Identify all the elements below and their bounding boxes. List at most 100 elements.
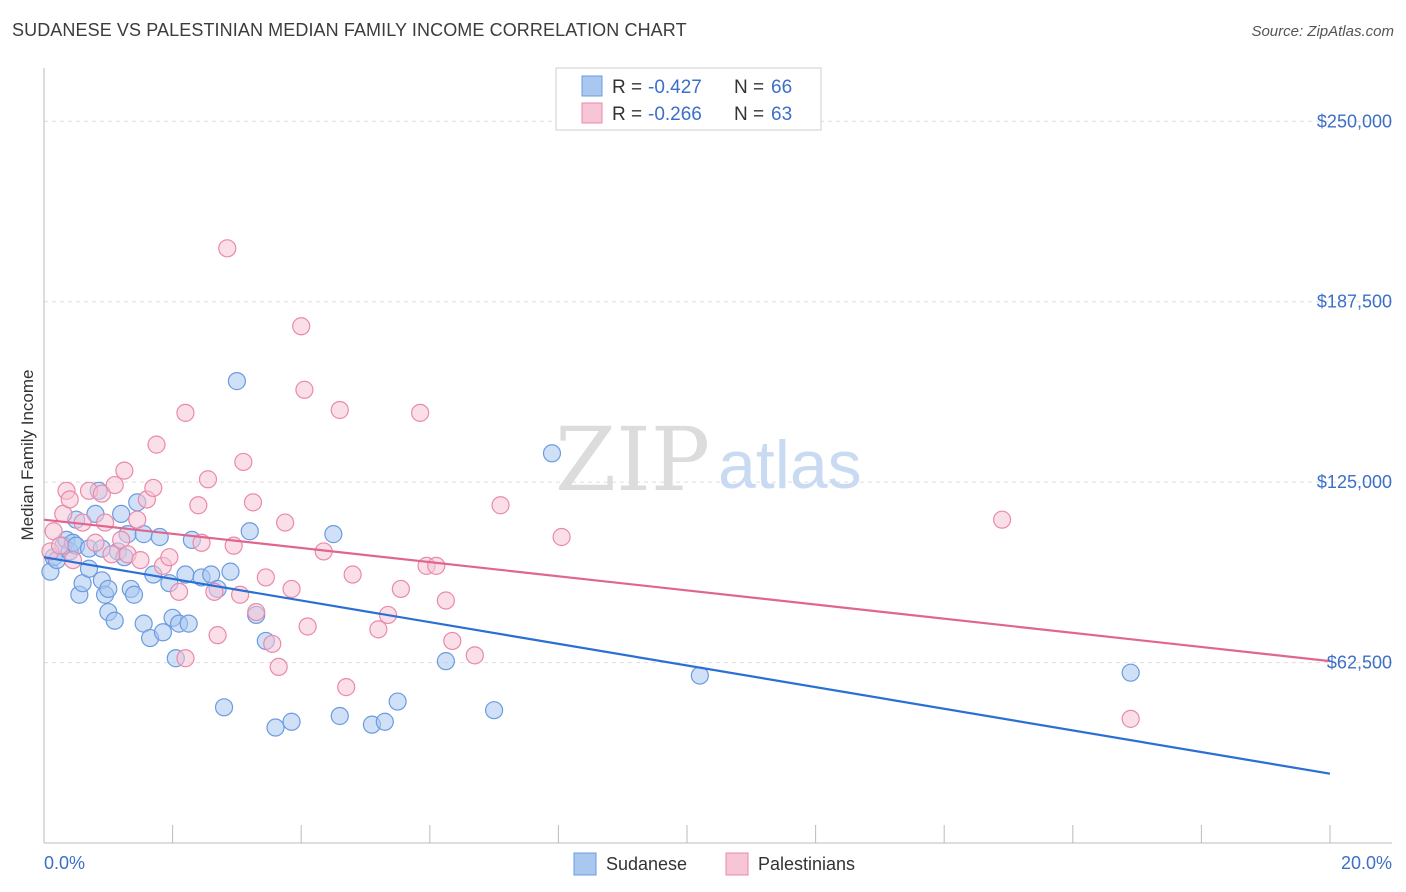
point-palestinians-18: [131, 550, 150, 570]
watermark: ZIP atlas: [555, 408, 862, 511]
y-tick-label-0: $62,500: [1327, 653, 1392, 673]
point-palestinians-17: [128, 510, 147, 529]
point-palestinians-39: [263, 634, 282, 653]
point-palestinians-49: [343, 565, 362, 584]
axes: [43, 68, 1392, 844]
point-palestinians-48: [337, 678, 356, 697]
point-palestinians-40: [269, 657, 288, 677]
point-sudanese-18: [99, 579, 118, 599]
point-palestinians-43: [292, 317, 311, 336]
point-palestinians-57: [443, 631, 462, 651]
point-palestinians-42: [282, 579, 301, 599]
y-tick-label-3: $250,000: [1317, 111, 1392, 131]
point-palestinians-10: [92, 484, 111, 503]
point-sudanese-55: [375, 712, 394, 731]
legend-r-value-palestinians: -0.266: [648, 104, 702, 125]
legend-r-value-sudanese: -0.427: [648, 77, 702, 98]
point-palestinians-52: [391, 579, 410, 599]
bottom-legend-swatch-sudanese: [573, 852, 597, 876]
point-sudanese-50: [266, 718, 285, 737]
point-palestinians-20: [144, 478, 163, 498]
point-palestinians-29: [198, 470, 218, 489]
legend-swatch-palestinians: [581, 102, 603, 124]
gridlines: [44, 120, 1392, 664]
point-palestinians-35: [234, 452, 253, 472]
point-sudanese-59: [542, 444, 562, 463]
point-palestinians-32: [218, 239, 237, 258]
point-sudanese-57: [436, 652, 455, 671]
legend-n-label-palestinians: N =: [734, 104, 764, 125]
point-palestinians-36: [243, 493, 263, 512]
legend-swatch-sudanese: [581, 75, 603, 97]
point-sudanese-33: [153, 623, 173, 642]
correlation-legend: R = -0.427 N = 66 R = -0.266 N = 63: [555, 67, 822, 131]
legend-n-value-palestinians: 63: [771, 104, 792, 125]
chart-source: Source: ZipAtlas.com: [1251, 23, 1394, 40]
point-palestinians-41: [276, 513, 295, 532]
point-palestinians-15: [115, 461, 134, 480]
y-axis-title: Median Family Income: [18, 369, 37, 540]
point-palestinians-24: [169, 582, 189, 601]
point-palestinians-60: [552, 527, 571, 547]
point-sudanese-51: [282, 712, 301, 731]
point-palestinians-38: [256, 568, 275, 587]
bottom-legend-label-sudanese: Sudanese: [606, 854, 687, 874]
point-palestinians-62: [1121, 709, 1140, 728]
point-sudanese-26: [124, 585, 144, 604]
legend-r-label-sudanese: R =: [612, 77, 642, 98]
point-palestinians-23: [160, 548, 179, 567]
point-sudanese-58: [485, 701, 504, 720]
point-palestinians-44: [295, 380, 314, 399]
point-palestinians-56: [436, 591, 455, 610]
x-tick-labels: 0.0% 20.0%: [44, 853, 1392, 873]
point-sudanese-45: [221, 562, 240, 581]
bottom-legend-label-palestinians: Palestinians: [758, 854, 855, 874]
point-palestinians-11: [95, 513, 115, 532]
point-palestinians-53: [411, 403, 430, 422]
point-palestinians-45: [298, 617, 317, 636]
point-sudanese-53: [330, 706, 349, 726]
point-palestinians-47: [330, 400, 349, 420]
series-legend: Sudanese Palestinians: [573, 852, 855, 876]
point-palestinians-31: [208, 626, 227, 645]
watermark-zip: ZIP: [555, 408, 710, 511]
legend-r-label-palestinians: R =: [612, 104, 642, 125]
point-palestinians-58: [465, 646, 484, 665]
y-tick-label-1: $125,000: [1317, 472, 1392, 492]
point-palestinians-12: [102, 545, 121, 564]
y-tick-label-2: $187,500: [1317, 292, 1392, 312]
point-palestinians-27: [189, 496, 208, 515]
legend-n-value-sudanese: 66: [771, 77, 792, 98]
point-sudanese-56: [388, 692, 407, 711]
point-sudanese-46: [227, 372, 246, 391]
point-palestinians-21: [147, 435, 166, 454]
legend-n-label-sudanese: N =: [734, 77, 764, 98]
point-palestinians-26: [176, 403, 195, 422]
point-sudanese-44: [214, 698, 234, 717]
point-sudanese-61: [1121, 663, 1140, 682]
y-tick-labels: $62,500 $125,000 $187,500 $250,000: [1317, 111, 1392, 672]
point-sudanese-47: [240, 522, 259, 541]
point-palestinians-61: [992, 510, 1012, 529]
point-palestinians-59: [491, 496, 510, 515]
bottom-legend-swatch-palestinians: [725, 852, 749, 876]
trend-lines: [43, 518, 1331, 775]
trend-line-sudanese: [43, 556, 1331, 775]
point-palestinians-9: [86, 533, 105, 552]
watermark-atlas: atlas: [718, 427, 862, 503]
point-palestinians-50: [369, 620, 388, 639]
point-palestinians-37: [247, 602, 266, 622]
trend-line-palestinians: [43, 518, 1331, 663]
point-sudanese-22: [112, 504, 131, 524]
series-palestinians: [41, 239, 1140, 728]
point-sudanese-20: [105, 611, 124, 630]
x-tick-label-1: 20.0%: [1341, 853, 1392, 873]
point-palestinians-25: [176, 649, 195, 668]
point-palestinians-2: [50, 536, 70, 555]
point-palestinians-55: [427, 556, 446, 575]
point-sudanese-39: [179, 614, 198, 633]
point-palestinians-5: [60, 490, 79, 509]
point-palestinians-13: [105, 475, 124, 495]
chart-title: SUDANESE VS PALESTINIAN MEDIAN FAMILY IN…: [12, 20, 687, 40]
